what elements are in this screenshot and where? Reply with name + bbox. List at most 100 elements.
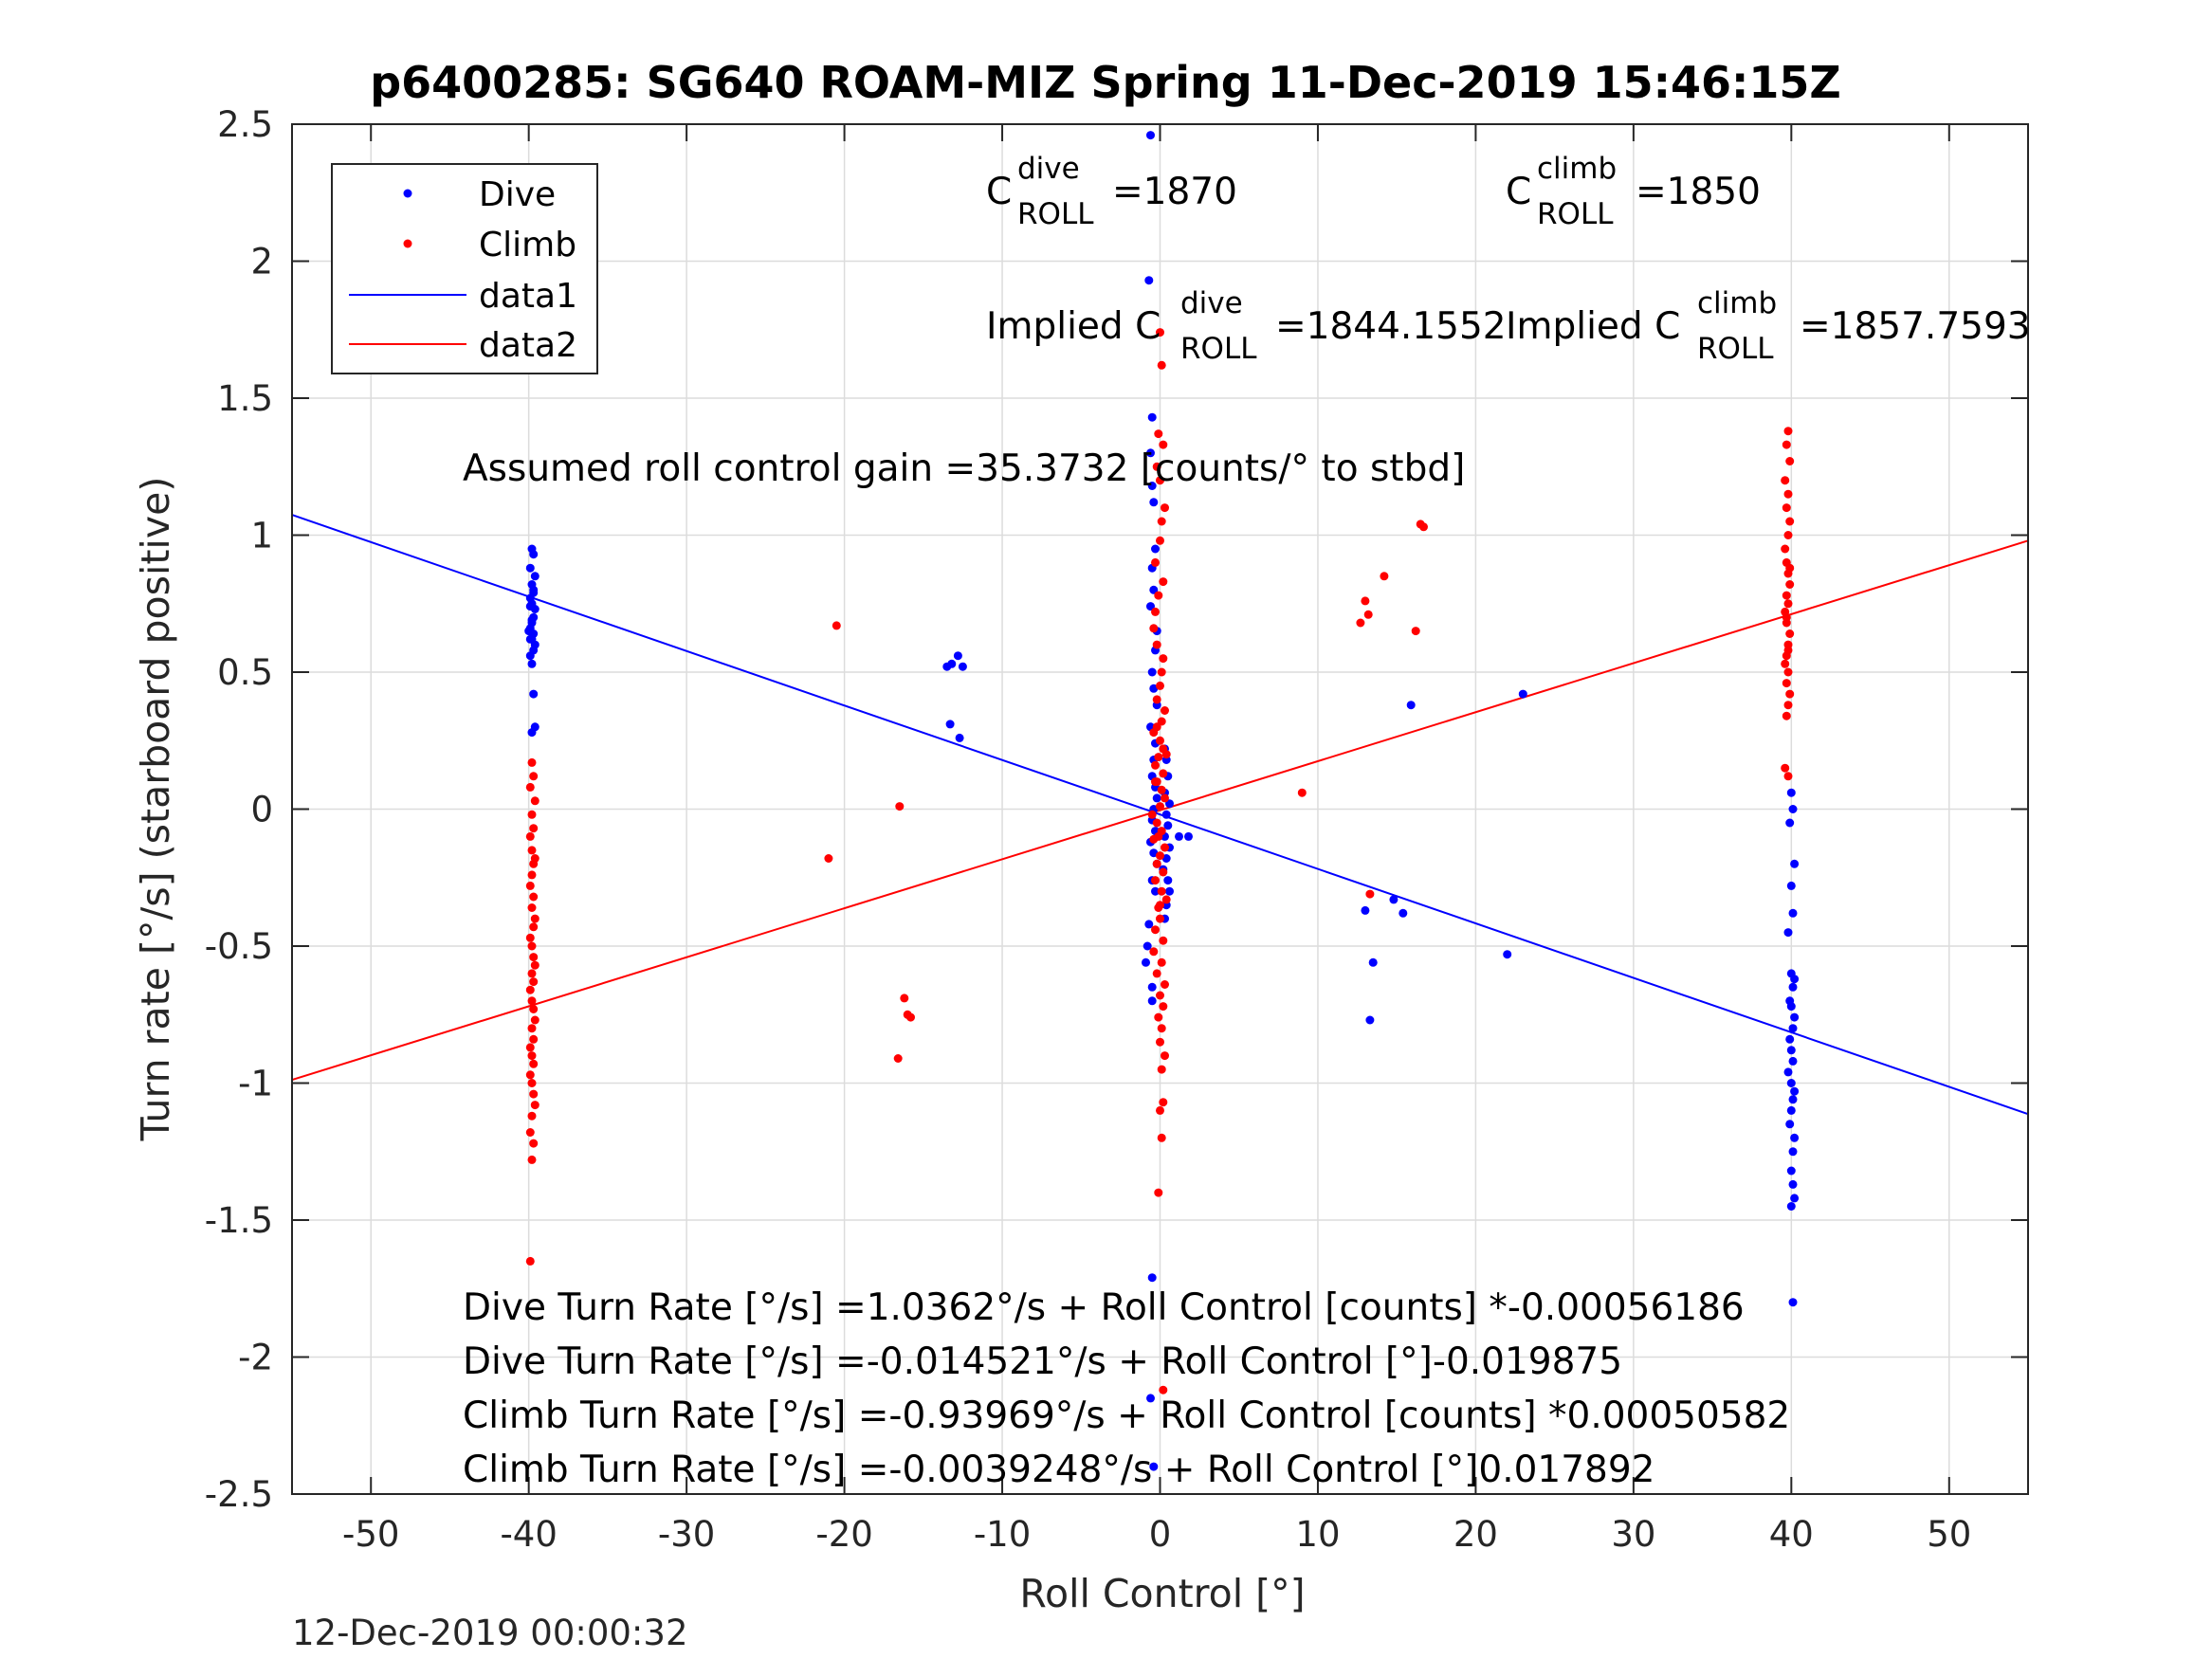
c-dive-sub: ROLL	[1017, 197, 1094, 231]
climb-point	[1785, 629, 1795, 638]
x-tick-label: 20	[1453, 1514, 1498, 1555]
dive-point	[1406, 701, 1416, 710]
c-climb-base: C	[1506, 171, 1531, 213]
climb-point	[1161, 750, 1171, 759]
c-climb-value: =1850	[1636, 171, 1761, 213]
c-dive-sup: dive	[1017, 152, 1080, 186]
climb-point	[1152, 859, 1161, 868]
dive-point	[1785, 1120, 1795, 1129]
climb-point	[530, 796, 539, 806]
climb-point	[895, 802, 905, 811]
climb-point	[1297, 788, 1307, 797]
dive-point	[1143, 941, 1152, 951]
climb-point	[530, 1101, 539, 1110]
climb-point	[1419, 522, 1428, 532]
climb-point	[1151, 876, 1160, 885]
climb-point	[1783, 427, 1793, 436]
dive-point	[1788, 1056, 1798, 1066]
climb-point	[1156, 901, 1164, 910]
climb-point	[527, 1155, 537, 1164]
y-tick-label: 1.5	[217, 378, 273, 419]
climb-point	[1783, 489, 1793, 499]
climb-point	[525, 1128, 535, 1137]
implied-climb-sup: climb	[1697, 286, 1777, 320]
climb-point	[1149, 947, 1159, 957]
legend-climb-marker	[403, 239, 412, 248]
climb-point	[529, 953, 539, 962]
climb-point	[1159, 769, 1168, 778]
dive-point	[527, 615, 537, 625]
climb-point	[527, 810, 537, 819]
climb-point	[1157, 1065, 1166, 1074]
y-tick-label: 2	[250, 242, 273, 283]
climb-point	[1159, 577, 1168, 587]
dive-point	[1790, 1086, 1800, 1096]
dive-point	[1147, 482, 1157, 490]
climb-point	[525, 933, 535, 942]
gain-annotation: Assumed roll control gain =35.3732 [coun…	[463, 447, 1465, 490]
climb-point	[1159, 440, 1168, 449]
climb-point	[906, 1012, 915, 1022]
y-tick-label: 1	[250, 516, 273, 556]
climb-point	[1157, 1024, 1166, 1033]
climb-point	[1159, 867, 1168, 877]
climb-point	[529, 1059, 539, 1068]
climb-point	[527, 903, 537, 912]
climb-point	[527, 1051, 537, 1061]
axis-ticks: -50 -40 -30 -20 -10 0 10 20 30 40 50 2.5 2 1.5 1 0.5 0 -0…	[205, 104, 2028, 1555]
dive-point	[1365, 1015, 1375, 1025]
dive-point	[1788, 805, 1798, 813]
dive-point	[955, 733, 964, 742]
climb-point	[832, 621, 841, 630]
legend-climb-label: Climb	[479, 226, 576, 264]
climb-point	[1152, 695, 1161, 704]
climb-point	[1151, 760, 1160, 770]
dive-point	[1144, 276, 1154, 285]
climb-point	[529, 1034, 539, 1044]
climb-point	[529, 1089, 539, 1099]
climb-point	[529, 1139, 539, 1148]
climb-point	[1151, 557, 1160, 567]
climb-point	[1151, 777, 1160, 787]
climb-point	[1783, 667, 1793, 677]
climb-point	[1361, 596, 1370, 606]
c-climb-sub: ROLL	[1537, 197, 1614, 231]
climb-point	[1159, 654, 1168, 664]
climb-point	[1785, 457, 1795, 465]
implied-dive-annotation: Implied C dive ROLL =1844.1552	[986, 286, 1507, 366]
dive-point	[1786, 1202, 1796, 1211]
climb-point	[1161, 793, 1169, 803]
y-tick-label: -2.5	[205, 1474, 273, 1515]
climb-point	[1785, 580, 1795, 589]
implied-climb-annotation: Implied C climb ROLL =1857.7593	[1506, 286, 2031, 366]
dive-point	[1149, 498, 1159, 507]
x-axis-label: Roll Control [°]	[1019, 1571, 1305, 1616]
dive-point	[953, 651, 962, 661]
climb-point	[530, 960, 539, 970]
dive-point	[530, 572, 539, 581]
y-tick-label: -1	[238, 1064, 273, 1104]
climb-point	[1783, 599, 1793, 609]
climb-point	[824, 854, 833, 863]
dive-point	[1361, 905, 1370, 915]
climb-point	[527, 1111, 537, 1121]
climb-point	[1154, 753, 1163, 762]
dive-point	[529, 550, 539, 559]
dive-point	[1783, 1067, 1793, 1077]
equation-dive-counts: Dive Turn Rate [°/s] =1.0362°/s + Roll C…	[463, 1286, 1745, 1329]
dive-point	[1147, 412, 1157, 422]
dive-point	[1147, 667, 1157, 677]
climb-point	[529, 859, 539, 868]
dive-point	[527, 728, 537, 738]
legend-box	[331, 163, 598, 374]
x-tick-label: -30	[658, 1514, 715, 1555]
c-climb-sup: climb	[1537, 152, 1617, 186]
dive-point	[1149, 1462, 1159, 1471]
climb-point	[1380, 572, 1389, 581]
climb-point	[1157, 517, 1166, 526]
climb-point	[525, 1070, 535, 1080]
climb-point	[1782, 591, 1791, 600]
climb-point	[1781, 544, 1790, 554]
dive-point	[1152, 793, 1161, 803]
climb-point	[527, 969, 537, 978]
